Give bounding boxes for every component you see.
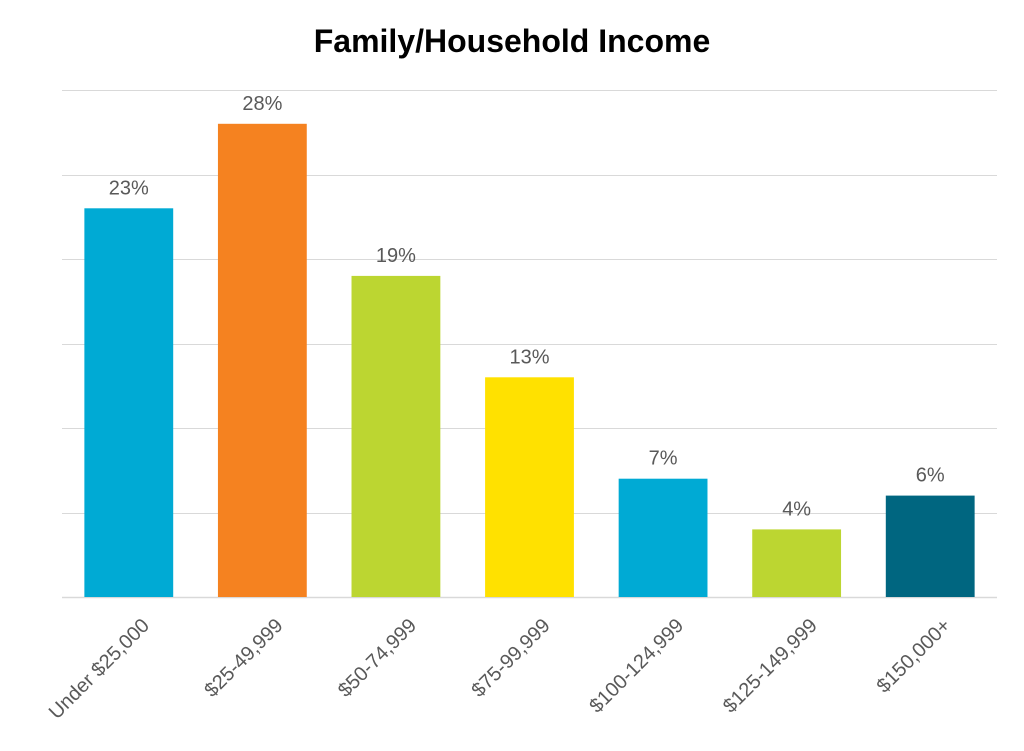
data-label: 13% [509,346,549,368]
data-label: 23% [109,177,149,199]
x-tick-label: $150,000+ [873,615,956,698]
bar [351,275,441,597]
x-tick-label: $75-99,999 [468,615,555,702]
gridlines [62,90,997,599]
x-tick-label: Under $25,000 [45,615,154,724]
bar [485,377,574,597]
x-tick-label: $100-124,999 [585,615,688,718]
x-axis-tick-labels: Under $25,000 $25-49,999 $50-74,999 $75-99,… [45,615,956,724]
bar [618,478,708,597]
bars [84,123,975,598]
chart-title: Family/Household Income [314,23,711,59]
data-label: 6% [916,465,945,487]
x-tick-label: $50-74,999 [334,615,421,702]
data-label: 28% [242,93,282,115]
x-tick-label: $125-149,999 [719,615,822,718]
bar [752,529,842,597]
bar [217,123,307,598]
data-label: 19% [376,245,416,267]
data-labels: 23% 28% 19% 13% 7% 4% 6% [109,93,945,521]
data-label: 4% [782,498,811,520]
bar [885,495,975,597]
bar [84,208,174,598]
x-tick-label: $25-49,999 [200,615,287,702]
data-label: 7% [649,448,678,470]
